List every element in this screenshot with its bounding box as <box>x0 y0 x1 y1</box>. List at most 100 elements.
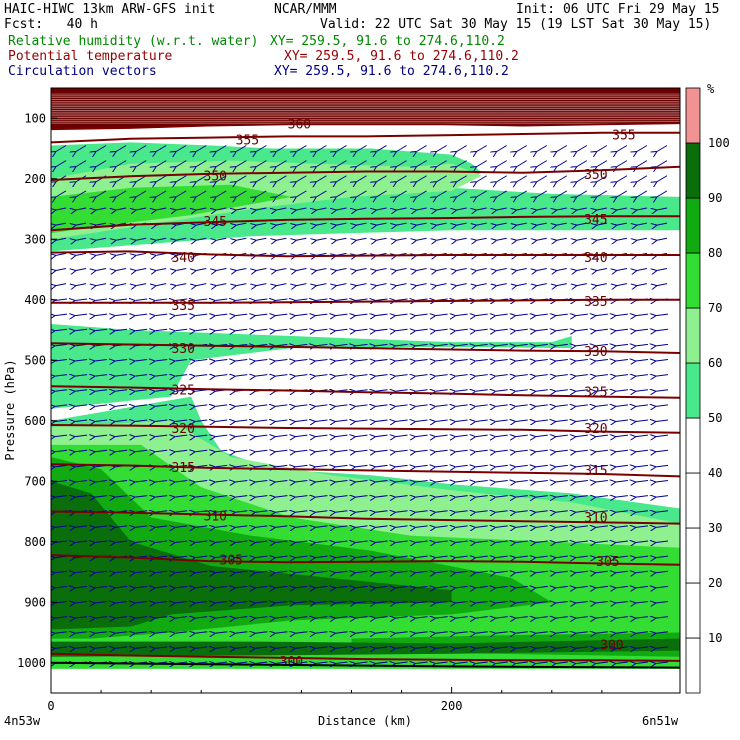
colorbar-label: 70 <box>708 301 722 315</box>
vector-arrow <box>255 632 268 634</box>
vector-arrow <box>496 662 508 664</box>
vector-arrow <box>95 632 108 634</box>
vector-arrow <box>155 632 168 634</box>
vector-arrow <box>155 360 168 362</box>
vector-arrow <box>275 420 288 422</box>
vector-arrow <box>516 647 528 649</box>
vector-arrow <box>195 420 208 422</box>
vector-arrow <box>556 571 568 573</box>
vector-arrow <box>376 405 388 407</box>
y-tick-label: 700 <box>24 474 46 488</box>
vector-arrow <box>95 526 108 528</box>
vector-arrow <box>496 647 508 649</box>
vector-arrow <box>597 160 608 167</box>
vector-arrow <box>656 571 669 573</box>
vector-arrow <box>657 145 668 152</box>
vector-arrow <box>596 481 608 483</box>
vector-arrow <box>335 556 348 558</box>
vector-arrow <box>195 405 208 407</box>
vector-arrow <box>235 481 248 483</box>
vector-arrow <box>376 526 388 528</box>
vector-arrow <box>616 435 628 437</box>
vector-arrow <box>597 268 607 271</box>
vector-arrow <box>456 662 468 664</box>
vector-arrow <box>416 435 428 437</box>
vector-arrow <box>656 602 669 604</box>
vector-arrow <box>376 481 388 483</box>
vector-arrow <box>517 207 527 210</box>
vector-arrow <box>596 571 608 573</box>
vector-arrow <box>315 450 328 452</box>
vector-arrow <box>355 496 368 498</box>
vector-arrow <box>255 481 268 483</box>
vector-arrow <box>195 617 208 619</box>
vector-arrow <box>416 632 428 634</box>
vector-arrow <box>616 465 628 467</box>
vector-arrow <box>336 283 347 286</box>
vector-arrow <box>115 617 128 619</box>
colorbar-segment <box>685 417 701 474</box>
vector-arrow <box>55 602 68 604</box>
vector-arrow <box>336 268 347 271</box>
vector-arrow <box>355 632 368 634</box>
vector-arrow <box>155 390 168 392</box>
vector-arrow <box>517 283 527 286</box>
vector-arrow <box>275 647 288 649</box>
vector-arrow <box>55 450 68 452</box>
vector-arrow <box>396 571 408 573</box>
vector-arrow <box>436 465 448 467</box>
vector-arrow <box>556 602 568 604</box>
vector-arrow <box>195 632 208 634</box>
vector-arrow <box>135 496 148 498</box>
vector-arrow <box>496 329 508 331</box>
vector-arrow <box>537 190 548 197</box>
theta-label-300: 300 <box>280 655 303 670</box>
vector-arrow <box>376 420 388 422</box>
vector-arrow <box>195 314 208 316</box>
vector-arrow <box>255 329 268 331</box>
vector-arrow <box>216 237 227 240</box>
colorbar-segment <box>685 637 701 694</box>
model-title: HAIC-HIWC 13km ARW-GFS init <box>4 2 216 17</box>
vector-arrow <box>255 420 268 422</box>
vector-arrow <box>336 145 347 152</box>
vector-arrow <box>377 160 387 167</box>
vector-arrow <box>195 556 208 558</box>
vector-arrow <box>576 541 588 543</box>
vector-arrow <box>295 632 308 634</box>
vector-arrow <box>335 314 348 316</box>
vector-arrow <box>376 375 388 377</box>
vector-arrow <box>477 268 487 271</box>
vector-arrow <box>656 360 669 362</box>
vector-arrow <box>436 405 448 407</box>
vector-arrow <box>95 617 108 619</box>
vector-arrow <box>335 586 348 588</box>
vector-arrow <box>436 390 448 392</box>
vector-arrow <box>416 390 428 392</box>
vector-arrow <box>517 160 528 167</box>
vector-arrow <box>456 314 468 316</box>
vector-arrow <box>275 375 288 377</box>
vector-arrow <box>576 329 588 331</box>
theta-label-325: 325 <box>171 384 194 399</box>
vector-arrow <box>75 602 88 604</box>
vector-arrow <box>576 632 588 634</box>
vector-arrow <box>537 175 548 182</box>
vector-arrow <box>656 435 669 437</box>
vector-arrow <box>637 237 648 240</box>
vector-arrow <box>436 435 448 437</box>
vector-arrow <box>536 405 548 407</box>
vector-arrow <box>316 237 327 240</box>
vector-arrow <box>315 435 328 437</box>
y-tick-label: 500 <box>24 353 46 367</box>
vector-arrow <box>215 481 228 483</box>
vector-arrow <box>376 435 388 437</box>
vector-arrow <box>537 237 547 240</box>
vector-arrow <box>55 465 68 467</box>
vector-arrow <box>576 390 588 392</box>
vector-arrow <box>516 344 528 346</box>
theta-label-360: 360 <box>288 118 311 133</box>
vector-arrow <box>355 450 368 452</box>
vector-arrow <box>135 314 148 316</box>
vector-arrow <box>396 299 408 301</box>
